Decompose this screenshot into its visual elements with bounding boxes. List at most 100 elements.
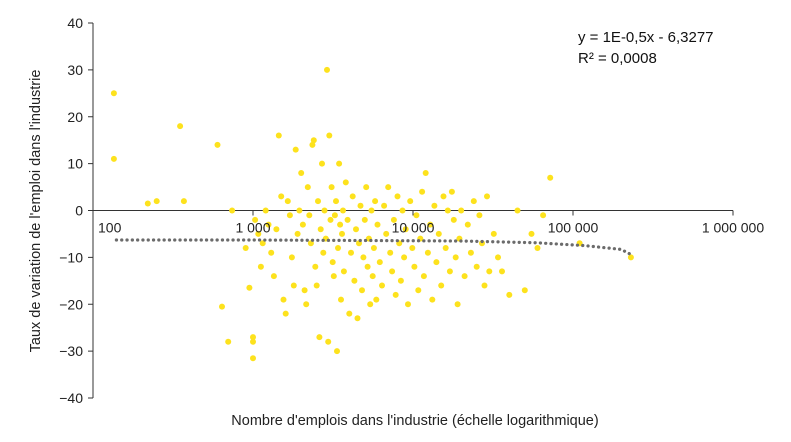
data-point	[370, 245, 377, 251]
data-point	[419, 188, 426, 195]
data-point	[313, 282, 320, 289]
data-point	[464, 221, 471, 228]
data-point	[275, 132, 282, 139]
data-point	[514, 207, 521, 214]
data-point	[444, 207, 451, 214]
data-point	[321, 207, 328, 214]
data-point	[440, 193, 447, 200]
data-point	[458, 207, 465, 214]
data-point	[392, 291, 399, 298]
data-point	[364, 263, 371, 270]
trendline-path	[114, 238, 636, 258]
data-point	[286, 212, 293, 219]
data-point	[361, 216, 368, 223]
data-point	[324, 66, 330, 73]
data-point	[257, 263, 264, 270]
data-point	[415, 287, 422, 294]
data-point	[429, 296, 436, 303]
data-point	[450, 216, 457, 223]
data-point	[320, 249, 327, 256]
data-point	[381, 202, 388, 209]
trendline	[114, 238, 636, 258]
data-point	[397, 277, 404, 284]
data-point	[294, 230, 301, 237]
data-point	[383, 230, 390, 237]
data-point	[351, 277, 358, 284]
data-point	[499, 268, 505, 275]
data-point	[353, 226, 359, 233]
data-point	[385, 184, 392, 191]
data-point	[219, 303, 225, 310]
data-point	[401, 254, 408, 261]
data-point	[424, 249, 431, 256]
data-point	[335, 245, 341, 251]
scatter-points	[110, 66, 634, 362]
data-point	[340, 268, 347, 275]
data-point	[521, 287, 528, 294]
data-point	[312, 263, 319, 270]
data-point	[373, 296, 380, 303]
data-point	[303, 301, 310, 308]
data-point	[476, 212, 483, 219]
data-point	[454, 301, 461, 308]
data-point	[346, 310, 353, 317]
data-point	[490, 230, 497, 237]
data-point	[411, 263, 418, 270]
x-tick-label: 100 000	[548, 220, 599, 236]
data-point	[359, 287, 365, 294]
data-point	[349, 193, 356, 200]
data-point	[278, 193, 285, 200]
data-point	[405, 301, 411, 308]
data-point	[310, 137, 317, 144]
data-point	[306, 212, 313, 219]
data-point	[367, 301, 374, 308]
x-tick-label: 1 000 000	[702, 220, 764, 236]
data-point	[292, 146, 299, 153]
data-point	[368, 207, 375, 214]
data-point	[506, 291, 513, 298]
data-point	[473, 263, 480, 270]
data-point	[481, 282, 488, 289]
data-point	[268, 249, 275, 256]
data-point	[110, 90, 117, 97]
data-point	[144, 200, 151, 207]
data-point	[422, 170, 429, 176]
x-tick-label: 100	[98, 220, 122, 236]
data-point	[376, 259, 383, 266]
data-point	[326, 132, 333, 139]
data-point	[344, 216, 351, 223]
data-point	[153, 198, 160, 205]
y-tick-label: 40	[67, 15, 83, 31]
data-point	[379, 282, 385, 289]
data-point	[420, 273, 427, 280]
data-point	[338, 296, 344, 303]
data-point	[255, 230, 262, 237]
r-squared-label: R² = 0,0008	[578, 50, 657, 67]
data-point	[250, 355, 256, 362]
data-point	[413, 212, 420, 219]
data-point	[431, 202, 438, 209]
data-point	[337, 221, 344, 228]
y-tick-label: −10	[59, 249, 83, 265]
y-tick-label: −40	[59, 390, 83, 406]
data-point	[389, 268, 396, 275]
data-point	[374, 221, 381, 228]
data-point	[461, 273, 468, 280]
data-point	[110, 155, 117, 162]
data-point	[304, 184, 311, 191]
data-point	[336, 160, 343, 167]
data-point	[299, 221, 306, 228]
data-point	[427, 221, 434, 228]
data-point	[495, 254, 501, 261]
y-tick-label: 30	[67, 62, 83, 78]
data-point	[298, 170, 305, 176]
data-point	[357, 202, 364, 209]
data-point	[315, 198, 321, 205]
data-point	[309, 141, 316, 148]
y-tick-label: 0	[75, 203, 83, 219]
data-point	[316, 334, 323, 341]
data-point	[442, 245, 449, 251]
data-point	[340, 207, 346, 214]
